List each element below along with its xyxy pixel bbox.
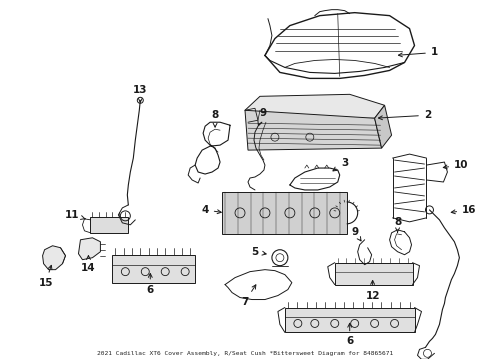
Text: 12: 12 bbox=[366, 280, 380, 301]
Bar bbox=[112, 255, 195, 283]
Bar bbox=[222, 192, 347, 234]
Polygon shape bbox=[43, 246, 66, 270]
Text: 6: 6 bbox=[346, 323, 353, 346]
Polygon shape bbox=[375, 105, 392, 148]
Text: 13: 13 bbox=[133, 85, 147, 102]
Polygon shape bbox=[78, 238, 100, 260]
Text: 2: 2 bbox=[378, 110, 431, 120]
Text: 2021 Cadillac XT6 Cover Assembly, R/Seat Cush *Bittersweet Diagram for 84865671: 2021 Cadillac XT6 Cover Assembly, R/Seat… bbox=[97, 351, 393, 356]
Text: 4: 4 bbox=[201, 205, 221, 215]
Polygon shape bbox=[245, 94, 385, 120]
Bar bbox=[285, 307, 415, 332]
Text: 9: 9 bbox=[258, 108, 267, 125]
Text: 5: 5 bbox=[251, 247, 266, 257]
Text: 10: 10 bbox=[443, 160, 468, 170]
Text: 15: 15 bbox=[38, 265, 53, 288]
Text: 7: 7 bbox=[241, 285, 256, 306]
Text: 11: 11 bbox=[65, 210, 85, 220]
Text: 6: 6 bbox=[147, 274, 154, 294]
Text: 14: 14 bbox=[81, 256, 96, 273]
Text: 1: 1 bbox=[398, 48, 438, 58]
Bar bbox=[91, 217, 128, 233]
Polygon shape bbox=[245, 110, 382, 150]
Text: 8: 8 bbox=[394, 217, 401, 233]
Text: 16: 16 bbox=[451, 205, 477, 215]
Text: 9: 9 bbox=[351, 227, 361, 241]
Text: 3: 3 bbox=[333, 158, 348, 171]
Text: 8: 8 bbox=[212, 110, 219, 127]
Bar bbox=[335, 263, 413, 285]
